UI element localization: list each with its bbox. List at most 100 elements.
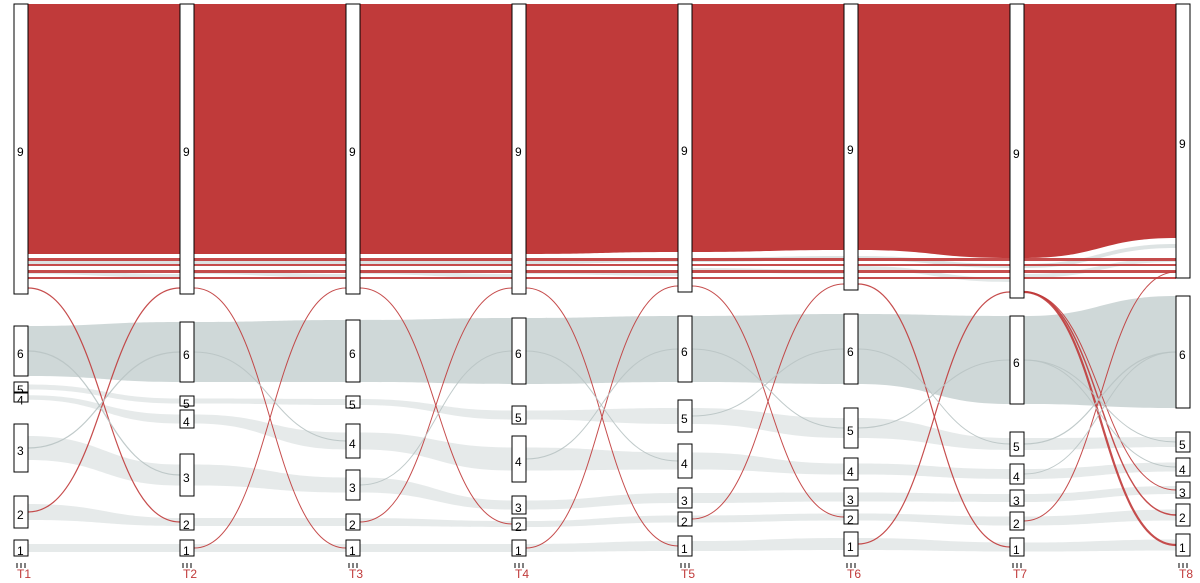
flow-band — [360, 270, 512, 273]
axis-label: T3 — [349, 567, 363, 581]
flow-band — [858, 314, 1010, 404]
flow-band — [692, 408, 844, 438]
node-label: 9 — [1179, 137, 1186, 151]
node-label: 3 — [1179, 486, 1186, 500]
flow-band — [28, 544, 180, 552]
flow-band — [858, 464, 1010, 480]
flow-band — [858, 4, 1010, 258]
flow-band — [692, 258, 844, 261]
node-label: 2 — [847, 513, 854, 527]
node-label: 5 — [681, 412, 688, 426]
flow-band — [28, 258, 180, 261]
flow-band — [1024, 270, 1176, 273]
flow-band — [858, 514, 1010, 526]
node-label: 1 — [681, 542, 688, 556]
node-label: 2 — [515, 520, 522, 534]
flow-band — [692, 4, 844, 252]
flow-band — [526, 264, 678, 266]
flow-band — [194, 320, 346, 382]
node-label: 3 — [1013, 494, 1020, 508]
node-label: 9 — [681, 144, 688, 158]
node-label: 4 — [847, 465, 854, 479]
node-label: 6 — [349, 347, 356, 361]
axis-label: T8 — [1179, 567, 1193, 581]
node-label: 9 — [847, 143, 854, 157]
node-label: 1 — [183, 544, 190, 558]
flow-band — [692, 514, 844, 523]
flow-band — [360, 4, 512, 254]
axis-label: T4 — [515, 567, 529, 581]
flow-band — [194, 4, 346, 254]
flow-band — [858, 418, 1010, 450]
node-label: 2 — [183, 518, 190, 532]
flow-band — [28, 4, 180, 254]
node-label: 3 — [681, 494, 688, 508]
flow-band — [360, 478, 512, 510]
flow-band — [526, 541, 678, 552]
flow-band — [194, 518, 346, 526]
flow-band — [526, 277, 678, 279]
flow-band — [194, 258, 346, 261]
node-label: 5 — [847, 424, 854, 438]
flow-band — [692, 493, 844, 504]
node-label: 9 — [17, 145, 24, 159]
flow-band — [28, 436, 180, 486]
flow-band — [194, 465, 346, 493]
flow-band — [360, 399, 512, 420]
flow-band — [194, 399, 346, 406]
node-label: 6 — [847, 345, 854, 359]
flow-band — [1024, 264, 1176, 266]
flow-band — [360, 264, 512, 266]
axis-label: T7 — [1013, 567, 1027, 581]
flow-band — [858, 264, 1010, 266]
flow-band — [692, 264, 844, 266]
flow-band — [28, 270, 180, 273]
node-label: 4 — [183, 415, 190, 429]
node-label: 4 — [349, 437, 356, 451]
flow-band — [1024, 540, 1176, 552]
node-label: 4 — [681, 457, 688, 471]
flow-band — [858, 258, 1010, 261]
flow-band — [360, 258, 512, 261]
flow-band — [194, 264, 346, 266]
flow-band — [858, 277, 1010, 279]
node-label: 6 — [515, 347, 522, 361]
flow-band — [360, 277, 512, 279]
flow-band — [526, 316, 678, 384]
node-label: 1 — [1013, 543, 1020, 557]
node-label: 9 — [183, 145, 190, 159]
node-label: 1 — [515, 544, 522, 558]
flow-band — [858, 493, 1010, 503]
node-label: 1 — [1179, 541, 1186, 555]
flow-band — [692, 538, 844, 551]
flow-band — [360, 518, 512, 527]
node-label: 2 — [17, 508, 24, 522]
node-label: 2 — [1179, 511, 1186, 525]
node-label: 3 — [349, 481, 356, 495]
node-label: 3 — [847, 493, 854, 507]
node-label: 4 — [1179, 463, 1186, 477]
node-label: 3 — [17, 444, 24, 458]
flow-band — [526, 448, 678, 471]
flow-band — [360, 433, 512, 471]
flow-band — [692, 270, 844, 273]
axis-label: T2 — [183, 567, 197, 581]
flow-band — [692, 453, 844, 475]
node-label: 4 — [1013, 470, 1020, 484]
node-label: 6 — [681, 345, 688, 359]
flow-band — [858, 256, 1010, 268]
flow-band — [1024, 258, 1176, 261]
node-label: 2 — [1013, 517, 1020, 531]
axis-label: T1 — [17, 567, 31, 581]
flow-band — [28, 264, 180, 266]
node-label: 5 — [1013, 440, 1020, 454]
node-label: 3 — [183, 471, 190, 485]
node-label: 1 — [349, 544, 356, 558]
flow-band — [360, 318, 512, 384]
flow-band — [1024, 463, 1176, 480]
flow-band — [692, 314, 844, 384]
node-label: 1 — [17, 544, 24, 558]
flow-band — [28, 322, 180, 382]
node-label: 1 — [847, 540, 854, 554]
node-label: 6 — [183, 348, 190, 362]
